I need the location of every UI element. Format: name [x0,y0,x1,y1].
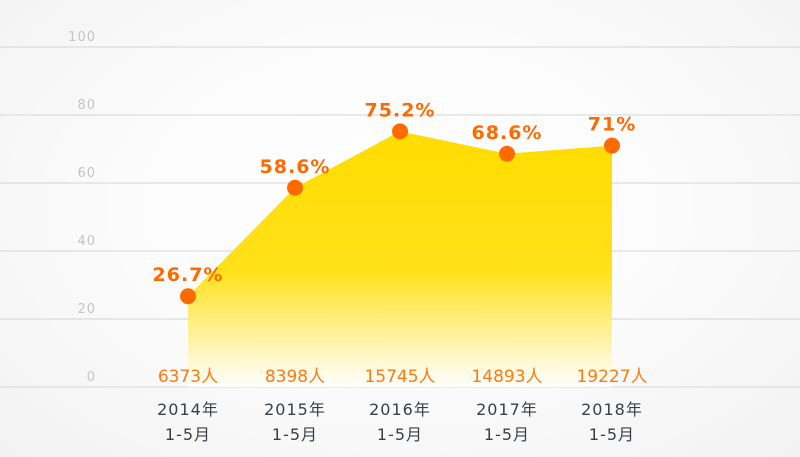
count-label: 15745人 [364,367,435,387]
data-point [180,288,196,305]
value-label: 71% [588,114,636,136]
data-point [287,179,303,196]
data-point [499,145,515,162]
x-tick-label-period: 1-5月 [165,425,211,444]
x-tick-label-period: 1-5月 [484,425,530,444]
x-tick-label-year: 2018年 [581,400,643,419]
x-tick-label-year: 2015年 [264,400,326,419]
y-tick-label: 0 [87,370,96,385]
y-tick-label: 40 [77,234,96,249]
value-label: 58.6% [260,156,331,178]
x-tick-label-period: 1-5月 [589,425,635,444]
count-label: 19227人 [576,367,647,387]
x-tick-label-year: 2014年 [157,400,219,419]
x-tick-label-period: 1-5月 [272,425,318,444]
value-label: 68.6% [472,122,543,144]
count-label: 14893人 [471,367,542,387]
count-label: 8398人 [265,367,325,387]
value-label: 26.7% [153,264,224,286]
data-point [604,137,620,154]
x-tick-label-year: 2016年 [369,400,431,419]
y-tick-label: 80 [77,98,96,113]
y-tick-label: 20 [77,302,96,317]
data-point [392,123,408,140]
y-tick-label: 60 [77,166,96,181]
x-tick-label-year: 2017年 [476,400,538,419]
count-label: 6373人 [158,367,218,387]
y-tick-label: 100 [68,30,96,45]
area-fill [188,131,612,387]
value-label: 75.2% [365,99,436,121]
x-tick-label-period: 1-5月 [377,425,423,444]
